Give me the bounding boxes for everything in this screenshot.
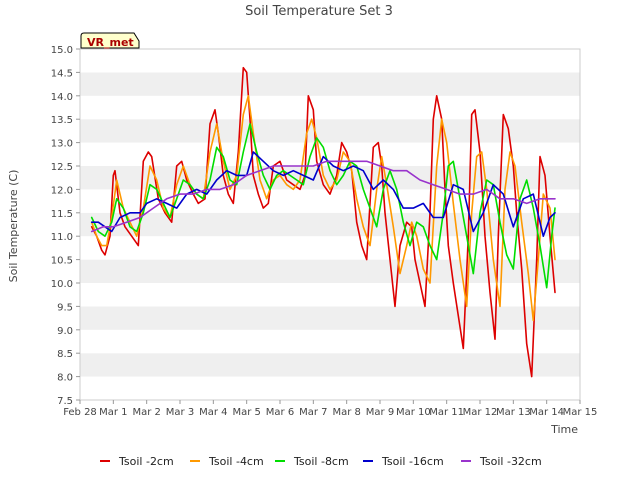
grid-band	[80, 353, 580, 377]
y-tick-label: 7.5	[57, 396, 73, 407]
grid-band	[80, 72, 580, 96]
grid-band	[80, 259, 580, 283]
grid-band	[80, 306, 580, 330]
y-tick-label: 10.5	[51, 256, 73, 267]
grid-band	[80, 329, 580, 354]
y-tick-label: 10.0	[51, 279, 73, 290]
legend-item: Tsoil -32cm	[461, 455, 542, 468]
x-tick-label: Mar 7	[299, 407, 327, 418]
legend-item: Tsoil -8cm	[275, 455, 349, 468]
x-tick-label: Feb 28	[63, 407, 97, 418]
y-tick-label: 9.5	[57, 302, 73, 313]
legend-label: Tsoil -8cm	[293, 455, 349, 468]
x-tick-label: Mar 6	[266, 407, 294, 418]
y-tick-label: 14.0	[51, 92, 73, 103]
series-line-4	[90, 151, 556, 237]
legend-item: Tsoil -4cm	[190, 455, 264, 468]
legend-label: Tsoil -4cm	[208, 455, 264, 468]
grid-band	[80, 142, 580, 166]
x-tick-label: Mar 11	[429, 407, 464, 418]
grid-band	[80, 283, 580, 307]
series-line-5	[90, 160, 556, 233]
y-tick-label: 8.5	[57, 349, 73, 360]
x-tick-label: Mar 14	[529, 407, 564, 418]
site-badge-box	[80, 32, 140, 49]
y-tick-label: 12.0	[51, 185, 73, 196]
legend-item: Tsoil -16cm	[363, 455, 444, 468]
legend-label: Tsoil -2cm	[118, 455, 174, 468]
x-tick-label: Mar 10	[396, 407, 431, 418]
y-tick-label: 14.5	[51, 68, 73, 79]
y-tick-label: 15.0	[51, 45, 73, 56]
x-tick-label: Mar 12	[463, 407, 498, 418]
chart-title: Soil Temperature Set 3	[245, 4, 393, 19]
grid-band	[80, 119, 580, 143]
x-tick-label: Mar 9	[366, 407, 394, 418]
legend-item: Tsoil -2cm	[100, 455, 174, 468]
y-tick-label: 12.5	[51, 162, 73, 173]
x-axis: Feb 28 Mar 1 Mar 2 Mar 3 Mar 4 Mar 5 Mar 6 Mar …	[63, 400, 597, 418]
y-tick-label: 11.5	[51, 209, 73, 220]
legend-label: Tsoil -32cm	[479, 455, 542, 468]
y-tick-label: 13.5	[51, 115, 73, 126]
grid-band	[80, 212, 580, 237]
y-tick-label: 13.0	[51, 139, 73, 150]
grid-band	[80, 236, 580, 260]
grid-bands	[80, 49, 580, 400]
y-tick-label: 11.0	[51, 232, 73, 243]
x-tick-label: Mar 4	[199, 407, 227, 418]
x-tick-label: Mar 3	[166, 407, 194, 418]
y-tick-label: 9.0	[57, 326, 73, 337]
plot-frame	[79, 48, 581, 401]
x-tick-label: Mar 8	[332, 407, 360, 418]
grid-band	[80, 49, 580, 73]
grid-band	[80, 95, 580, 120]
x-tick-label: Mar 2	[132, 407, 160, 418]
series-lines	[90, 66, 556, 378]
x-tick-label: Mar 1	[99, 407, 127, 418]
legend-label: Tsoil -16cm	[381, 455, 444, 468]
site-badge-label: VR_met	[87, 36, 134, 49]
y-axis-label: Soil Temperature (C)	[7, 170, 20, 283]
site-badge: VR_met	[80, 32, 140, 49]
y-tick-label: 8.0	[57, 373, 73, 384]
x-tick-label: Mar 13	[496, 407, 531, 418]
x-axis-label: Time	[550, 423, 578, 436]
y-axis: 7.5 8.0 8.5 9.0 9.5 10.0 10.5 11.0 11.5 12.0 12.5 1…	[51, 45, 80, 407]
grid-band	[80, 376, 580, 400]
x-tick-label: Mar 15	[563, 407, 598, 418]
legend: Tsoil -2cm Tsoil -4cm Tsoil -8cm Tsoil -16c…	[100, 455, 542, 468]
x-tick-label: Mar 5	[232, 407, 260, 418]
